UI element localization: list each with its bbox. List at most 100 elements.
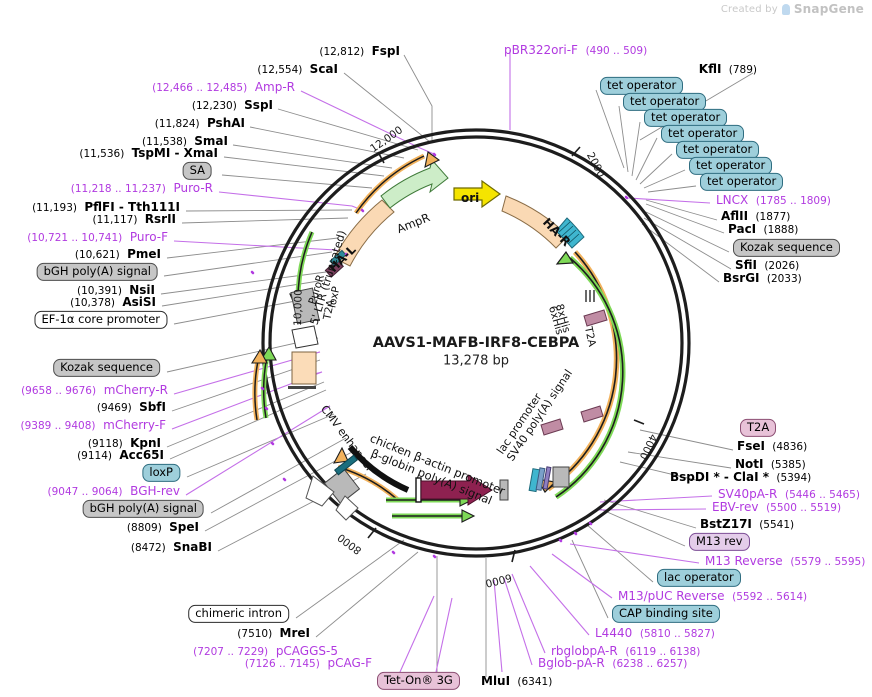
primer-label-rbglobpa-r: rbglobpA-R (6119 .. 6138) [551, 645, 700, 658]
label-name: EBV-rev [712, 499, 759, 514]
enzyme-label-mlui: MluI (6341) [481, 675, 552, 688]
label-name: M13 Reverse [705, 553, 783, 568]
primer-label-puro-f: (10,721 .. 10,741) Puro-F [27, 231, 168, 244]
label-name: PshAI [206, 115, 245, 130]
primer-label-mcherry-r: (9658 .. 9676) mCherry-R [21, 384, 168, 397]
feature-chip-m13-rev: M13 rev [689, 532, 750, 552]
feature-chip-sa: SA [182, 161, 212, 181]
label-position: (7510) [237, 627, 273, 640]
label-position: (1877) [755, 210, 791, 223]
label-name: PflFI - Tth111I [84, 199, 180, 214]
label-position: (5500 .. 5519) [766, 501, 842, 514]
feature-chip-loxp: loxP [142, 463, 180, 483]
enzyme-label-smai: (11,538) SmaI [142, 135, 228, 148]
label-position: (10,391) [76, 284, 122, 297]
label-position: (11,218 .. 11,237) [70, 182, 166, 195]
feature-chip-ef-1-core-promoter: EF-1α core promoter [34, 310, 167, 330]
label-name: FspI [371, 43, 400, 58]
label-name: Puro-R [173, 180, 213, 195]
label-name: BspDI * - ClaI * [670, 469, 770, 484]
enzyme-label-spei: (8809) SpeI [127, 521, 199, 534]
primer-label-pcag-f: (7126 .. 7145) pCAG-F [245, 657, 372, 670]
enzyme-label-bstz17i: BstZ17I (5541) [700, 518, 794, 531]
label-name: NotI [735, 456, 764, 471]
label-position: (5446 .. 5465) [784, 488, 860, 501]
enzyme-label-bsrgi: BsrGI (2033) [723, 272, 802, 285]
primer-label-l4440: L4440 (5810 .. 5827) [595, 627, 715, 640]
primer-label-mcherry-f: (9389 .. 9408) mCherry-F [21, 419, 166, 432]
label-position: (12,466 .. 12,485) [152, 81, 248, 94]
label-name: SV40pA-R [718, 486, 778, 501]
primer-label-m13-puc-reverse: M13/pUC Reverse (5592 .. 5614) [618, 590, 807, 603]
label-name: MluI [481, 673, 511, 688]
plasmid-size: 13,278 bp [442, 353, 510, 369]
label-position: (9114) [77, 449, 112, 462]
label-position: (5385) [770, 458, 806, 471]
label-position: (6341) [517, 675, 553, 688]
label-name: TspMI - XmaI [131, 145, 218, 160]
label-position: (9047 .. 9064) [47, 485, 123, 498]
label-name: SpeI [169, 519, 199, 534]
inner-label-ori: ori [461, 191, 480, 205]
label-position: (11,538) [142, 135, 187, 148]
label-name: SnaBI [173, 539, 212, 554]
label-name: RsrII [144, 211, 176, 226]
enzyme-label-scai: (12,554) ScaI [257, 63, 338, 76]
enzyme-label-rsrii: (11,117) RsrII [93, 213, 176, 226]
label-position: (12,230) [191, 99, 237, 112]
label-name: AflII [721, 208, 749, 223]
enzyme-label-nsii: (10,391) NsiI [77, 284, 155, 297]
enzyme-label-sbfi: (9469) SbfI [97, 401, 166, 414]
label-position: (7207 .. 7229) [193, 645, 269, 658]
label-name: Bglob-pA-R [538, 655, 605, 670]
primer-label-sv40pa-r: SV40pA-R (5446 .. 5465) [718, 488, 860, 501]
feature-chip-chimeric-intron: chimeric intron [188, 604, 289, 624]
label-name: BsrGI [723, 270, 760, 285]
feature-chip-kozak-sequence: Kozak sequence [733, 238, 840, 258]
leader-lines [160, 54, 754, 677]
feature-chip-cap-binding-site: CAP binding site [612, 604, 720, 624]
label-position: (11,536) [79, 147, 125, 160]
label-name: Puro-F [129, 229, 168, 244]
enzyme-label-pflfi-tth111i: (11,193) PflFI - Tth111I [32, 201, 180, 214]
primer-label-lncx: LNCX (1785 .. 1809) [716, 194, 831, 207]
label-name: L4440 [595, 625, 633, 640]
label-name: mCherry-F [103, 417, 166, 432]
label-position: (10,621) [74, 248, 120, 261]
label-position: (9389 .. 9408) [20, 419, 96, 432]
feature-chip-bgh-poly-a-signal: bGH poly(A) signal [82, 499, 204, 519]
label-name: Amp-R [254, 79, 295, 94]
label-name: pCAG-F [327, 655, 372, 670]
label-position: (11,117) [92, 213, 138, 226]
feature-promoter-region [347, 445, 509, 506]
label-position: (5579 .. 5595) [790, 555, 866, 568]
feature-ori [453, 179, 502, 209]
enzyme-label-fspi: (12,812) FspI [319, 45, 400, 58]
label-name: Acc65I [119, 447, 164, 462]
label-position: (9658 .. 9676) [21, 384, 97, 397]
left-small-features [288, 287, 361, 521]
enzyme-label-pmei: (10,621) PmeI [75, 248, 161, 261]
label-name: PacI [728, 221, 757, 236]
label-name: MreI [279, 625, 310, 640]
label-name: M13/pUC Reverse [618, 588, 725, 603]
label-position: (11,193) [32, 201, 78, 214]
label-name: SfiI [735, 257, 758, 272]
label-position: (5592 .. 5614) [732, 590, 808, 603]
feature-chip-lac-operator: lac operator [657, 568, 741, 588]
enzyme-label-pshai: (11,824) PshAI [155, 117, 245, 130]
label-position: (1785 .. 1809) [755, 194, 831, 207]
label-position: (4836) [772, 440, 808, 453]
label-name: pCAGGS-5 [275, 643, 338, 658]
label-name: FseI [737, 438, 765, 453]
label-position: (12,812) [319, 45, 365, 58]
primer-label-bgh-rev: (9047 .. 9064) BGH-rev [48, 485, 180, 498]
label-name: BstZ17I [700, 516, 752, 531]
primer-label-m13-reverse: M13 Reverse (5579 .. 5595) [705, 555, 865, 568]
label-position: (789) [728, 63, 757, 76]
primer-label-puro-r: (11,218 .. 11,237) Puro-R [71, 182, 213, 195]
label-position: (2033) [766, 272, 802, 285]
label-name: KflI [698, 61, 722, 76]
